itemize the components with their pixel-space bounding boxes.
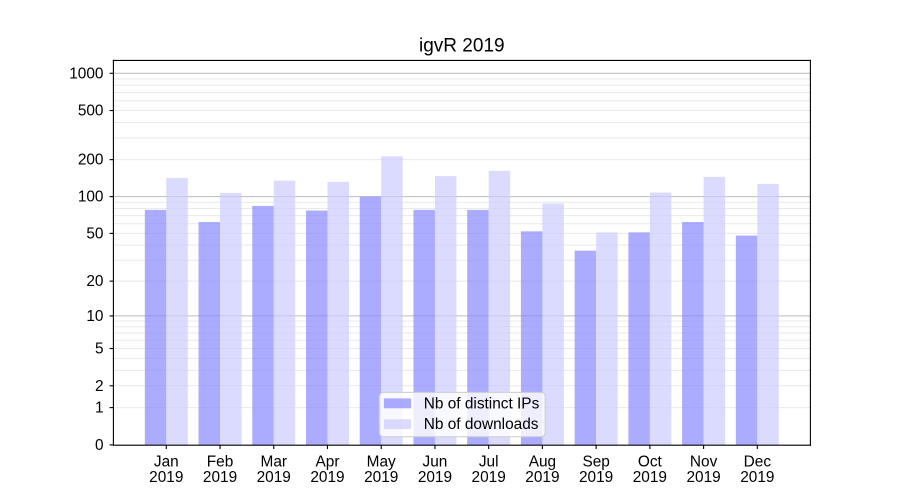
svg-text:1: 1 <box>95 400 104 417</box>
svg-text:2019: 2019 <box>686 469 720 486</box>
svg-text:2019: 2019 <box>633 469 667 486</box>
svg-text:Jul: Jul <box>479 453 499 470</box>
svg-text:Jan: Jan <box>154 453 179 470</box>
svg-text:0: 0 <box>95 437 104 454</box>
svg-text:2019: 2019 <box>310 469 344 486</box>
svg-text:Aug: Aug <box>529 453 556 470</box>
svg-text:500: 500 <box>78 103 104 120</box>
svg-text:Apr: Apr <box>316 453 340 470</box>
svg-text:Mar: Mar <box>261 453 288 470</box>
svg-text:2019: 2019 <box>364 469 398 486</box>
svg-text:50: 50 <box>86 225 103 242</box>
svg-text:May: May <box>367 453 396 470</box>
svg-text:igvR 2019: igvR 2019 <box>419 35 505 56</box>
svg-text:5: 5 <box>95 341 104 358</box>
svg-text:10: 10 <box>86 308 103 325</box>
svg-text:2019: 2019 <box>149 469 183 486</box>
svg-text:Nb of distinct IPs: Nb of distinct IPs <box>424 395 540 412</box>
svg-text:2019: 2019 <box>203 469 237 486</box>
svg-text:Nov: Nov <box>690 453 718 470</box>
svg-text:2019: 2019 <box>418 469 452 486</box>
svg-text:2019: 2019 <box>740 469 774 486</box>
svg-text:Oct: Oct <box>638 453 663 470</box>
svg-text:20: 20 <box>86 273 103 290</box>
svg-text:1000: 1000 <box>69 65 103 82</box>
svg-text:Nb of downloads: Nb of downloads <box>424 416 539 433</box>
svg-text:200: 200 <box>78 152 104 169</box>
svg-text:Sep: Sep <box>582 453 609 470</box>
svg-text:2: 2 <box>95 378 104 395</box>
svg-text:Dec: Dec <box>744 453 772 470</box>
svg-text:2019: 2019 <box>257 469 291 486</box>
svg-text:2019: 2019 <box>472 469 506 486</box>
svg-text:Feb: Feb <box>207 453 234 470</box>
svg-text:2019: 2019 <box>579 469 613 486</box>
svg-text:Jun: Jun <box>423 453 448 470</box>
svg-text:100: 100 <box>78 189 104 206</box>
svg-text:2019: 2019 <box>525 469 559 486</box>
